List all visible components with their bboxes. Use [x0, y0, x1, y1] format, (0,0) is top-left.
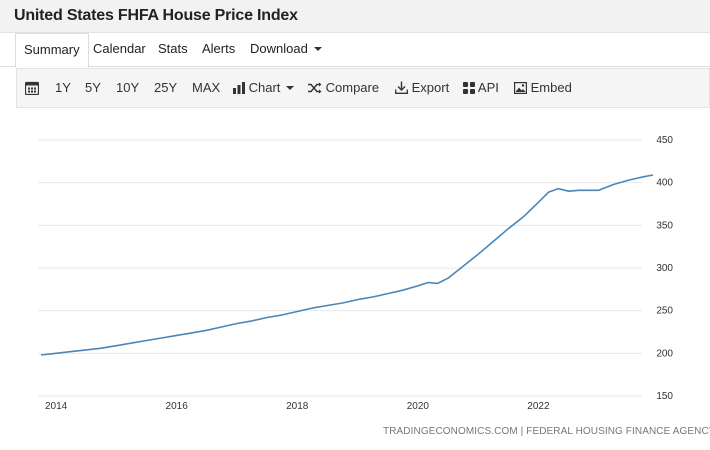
data-point	[116, 345, 117, 346]
chart-toolbar: 1Y 5Y 10Y 25Y MAX Chart Compare Export A…	[16, 68, 710, 108]
compare-button[interactable]: Compare	[308, 69, 379, 107]
tab-calendar[interactable]: Calendar	[93, 41, 146, 56]
data-point	[191, 332, 192, 333]
data-point	[312, 308, 313, 309]
data-point	[417, 285, 418, 286]
range-max-button[interactable]: MAX	[192, 80, 221, 95]
data-point	[357, 299, 358, 300]
data-point	[267, 317, 268, 318]
data-point	[427, 282, 428, 283]
tab-download[interactable]: Download	[250, 33, 322, 67]
date-range-button[interactable]	[24, 69, 40, 107]
data-point	[462, 266, 463, 267]
page-title: United States FHFA House Price Index	[14, 7, 298, 24]
data-point	[86, 349, 87, 350]
api-label: API	[477, 80, 499, 95]
data-point	[578, 190, 579, 191]
data-point	[146, 340, 147, 341]
shuffle-icon	[308, 82, 322, 94]
title-bar: United States FHFA House Price Index	[0, 0, 710, 33]
data-point	[71, 351, 72, 352]
data-point	[236, 323, 237, 324]
chart-type-button[interactable]: Chart	[233, 69, 295, 107]
data-point	[568, 191, 569, 192]
data-point	[493, 241, 494, 242]
y-tick-label-450: 450	[656, 135, 673, 146]
data-point	[613, 184, 614, 185]
data-point	[251, 320, 252, 321]
y-tick-label-200: 200	[656, 348, 673, 359]
range-5y-button[interactable]: 5Y	[85, 80, 101, 95]
data-point	[372, 296, 373, 297]
data-point	[437, 283, 438, 284]
data-point	[40, 354, 41, 355]
data-point	[176, 335, 177, 336]
x-tick-label-2016: 2016	[166, 401, 189, 412]
embed-label: Embed	[530, 80, 572, 95]
data-point	[652, 174, 653, 175]
house-price-index-chart: 150 200 250 300 350 400 450 2014 2016 2018 2020 202…	[38, 135, 673, 412]
tab-alerts[interactable]: Alerts	[202, 41, 236, 56]
chart-area: 150 200 250 300 350 400 450 2014 2016 2018 2020 202…	[16, 108, 710, 450]
data-point	[161, 337, 162, 338]
y-tick-label-400: 400	[656, 178, 673, 189]
data-point	[508, 228, 509, 229]
x-tick-label-2014: 2014	[45, 401, 68, 412]
compare-label: Compare	[325, 80, 380, 95]
calendar-icon	[24, 81, 40, 95]
data-point	[387, 293, 388, 294]
data-point	[598, 190, 599, 191]
data-point	[447, 278, 448, 279]
series-line-0	[40, 174, 654, 356]
data-point	[342, 302, 343, 303]
grid-icon	[463, 81, 475, 94]
y-tick-label-150: 150	[656, 391, 673, 402]
tab-summary[interactable]: Summary	[15, 33, 89, 68]
data-point	[221, 326, 222, 327]
data-point	[628, 180, 629, 181]
chevron-down-icon	[313, 46, 322, 51]
data-point	[55, 353, 56, 354]
download-icon	[395, 81, 408, 95]
data-point	[548, 191, 549, 192]
chart-type-label: Chart	[248, 80, 281, 95]
data-point	[478, 254, 479, 255]
data-point	[327, 305, 328, 306]
chevron-down-icon	[286, 85, 295, 90]
source-credit: TRADINGECONOMICS.COM | FEDERAL HOUSING F…	[383, 426, 710, 437]
data-point	[588, 190, 589, 191]
data-point	[101, 348, 102, 349]
data-point	[282, 314, 283, 315]
data-point	[402, 290, 403, 291]
x-tick-label-2020: 2020	[407, 401, 430, 412]
embed-button[interactable]: Embed	[514, 69, 572, 107]
y-tick-label-250: 250	[656, 306, 673, 317]
data-point	[643, 176, 644, 177]
data-point	[297, 311, 298, 312]
data-point	[523, 216, 524, 217]
tab-stats[interactable]: Stats	[158, 41, 188, 56]
bar-chart-icon	[233, 81, 245, 94]
data-point	[538, 202, 539, 203]
tab-bar: Summary Calendar Stats Alerts Download	[0, 33, 710, 68]
x-tick-label-2022: 2022	[527, 401, 550, 412]
export-label: Export	[411, 80, 450, 95]
range-1y-button[interactable]: 1Y	[55, 80, 71, 95]
y-tick-label-350: 350	[656, 220, 673, 231]
export-button[interactable]: Export	[395, 69, 449, 107]
data-point	[206, 330, 207, 331]
data-point	[558, 188, 559, 189]
range-25y-button[interactable]: 25Y	[154, 80, 178, 95]
x-tick-label-2018: 2018	[286, 401, 309, 412]
tab-download-label: Download	[250, 41, 308, 56]
data-point	[131, 342, 132, 343]
y-tick-label-300: 300	[656, 263, 673, 274]
image-icon	[514, 81, 528, 94]
api-button[interactable]: API	[463, 69, 499, 107]
range-10y-button[interactable]: 10Y	[116, 80, 140, 95]
